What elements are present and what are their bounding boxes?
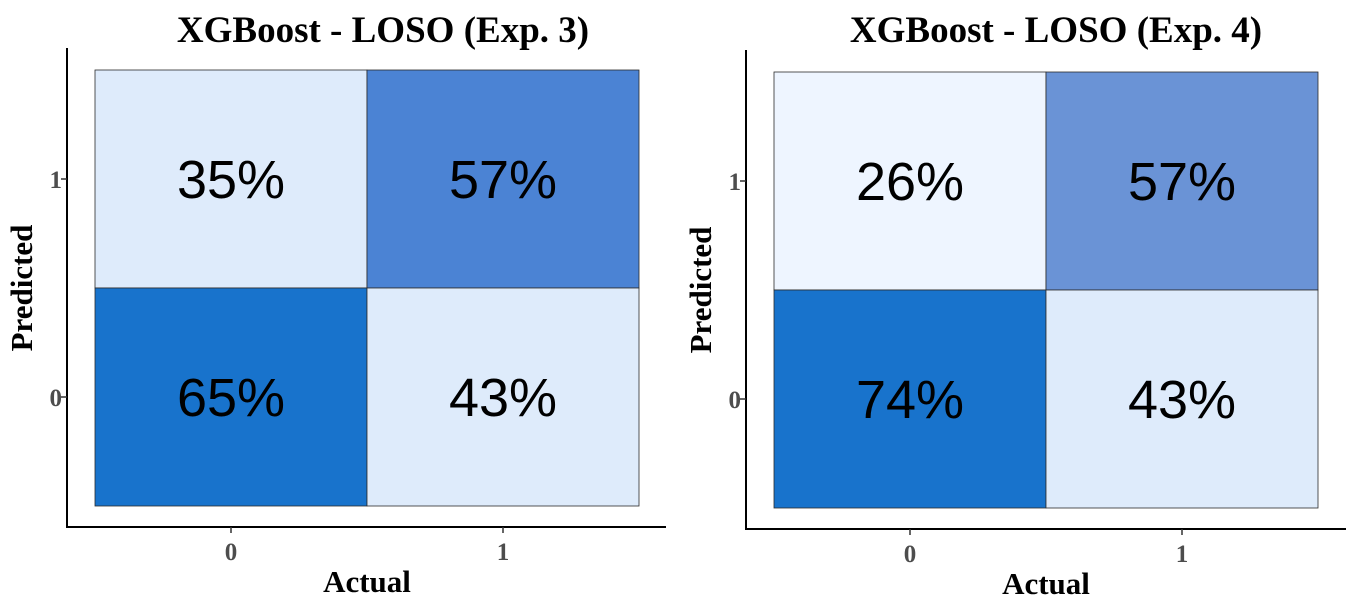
y-tick-label: 0	[729, 387, 742, 414]
panel-exp3: XGBoost - LOSO (Exp. 3) 35% 57%65% 43% 0 10…	[4, 10, 666, 599]
cell-value-label: 74%	[856, 370, 964, 430]
heatmap-cell	[366, 69, 640, 289]
heatmap-cell	[94, 287, 368, 507]
axis-ticks: 0 1 0 1	[50, 167, 510, 566]
y-tick-label: 1	[50, 167, 63, 194]
cell-value-label: 26%	[856, 152, 964, 212]
y-axis-title: Predicted	[683, 227, 718, 354]
x-tick-label: 1	[1176, 541, 1189, 568]
heatmap-cell	[1045, 71, 1319, 291]
x-tick-label: 1	[497, 539, 510, 566]
x-axis-title: Actual	[323, 564, 411, 599]
heatmap-cell	[1045, 289, 1319, 509]
axis-ticks: 0 1 0 1	[729, 169, 1189, 568]
cell-value-label: 57%	[449, 150, 557, 210]
y-tick-label: 1	[729, 169, 742, 196]
cell-value-label: 43%	[1128, 370, 1236, 430]
cell-value-label: 43%	[449, 368, 557, 428]
heatmap-cell	[366, 287, 640, 507]
heatmap-cell	[94, 69, 368, 289]
x-tick-label: 0	[225, 539, 238, 566]
x-tick-label: 0	[904, 541, 917, 568]
heatmap-cells: 35% 57% 65% 43%	[94, 69, 640, 507]
heatmap-cell	[773, 71, 1047, 291]
chart-title: XGBoost - LOSO (Exp. 4)	[850, 10, 1262, 51]
chart-title: XGBoost - LOSO (Exp. 3)	[177, 10, 589, 51]
heatmap-cell	[773, 289, 1047, 509]
y-axis-title: Predicted	[4, 225, 39, 352]
y-tick-label: 0	[50, 385, 63, 412]
x-axis-title: Actual	[1002, 566, 1090, 601]
cell-value-label: 65%	[177, 368, 285, 428]
panel-exp4: XGBoost - LOSO (Exp. 4) 26% 57%74% 43% 0 10…	[683, 10, 1346, 601]
cell-value-label: 57%	[1128, 152, 1236, 212]
cell-value-label: 35%	[177, 150, 285, 210]
heatmap-cells: 26% 57% 74% 43%	[773, 71, 1319, 509]
